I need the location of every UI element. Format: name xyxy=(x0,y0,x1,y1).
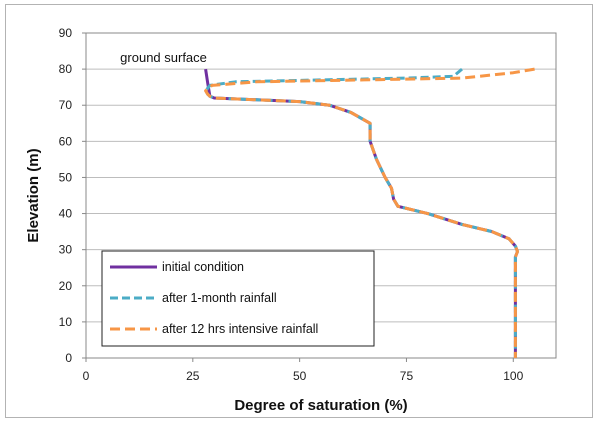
y-tick-label: 20 xyxy=(59,279,73,293)
series-line-2 xyxy=(204,67,535,358)
x-axis-title: Degree of saturation (%) xyxy=(234,397,407,414)
series-line-1 xyxy=(204,67,519,358)
x-tick-label: 50 xyxy=(293,369,307,383)
y-tick-label: 40 xyxy=(59,207,73,221)
legend: initial condition after 1-month rainfall a… xyxy=(101,250,375,347)
x-tick-label: 0 xyxy=(83,369,90,383)
y-axis-ticks: 0 10 20 30 40 50 60 70 80 90 xyxy=(59,26,86,365)
x-tick-label: 75 xyxy=(400,369,414,383)
x-tick-label: 100 xyxy=(503,369,523,383)
series-lines xyxy=(204,67,535,358)
legend-label-1: after 1-month rainfall xyxy=(162,291,277,305)
y-tick-label: 50 xyxy=(59,170,73,184)
y-tick-label: 0 xyxy=(65,351,72,365)
chart-frame xyxy=(5,4,593,418)
legend-label-0: initial condition xyxy=(162,260,244,274)
y-tick-label: 30 xyxy=(59,243,73,257)
y-tick-label: 60 xyxy=(59,134,73,148)
y-tick-label: 70 xyxy=(59,98,73,112)
y-tick-label: 80 xyxy=(59,62,73,76)
plot-area xyxy=(85,32,557,359)
y-tick-label: 10 xyxy=(59,315,73,329)
legend-label-2: after 12 hrs intensive rainfall xyxy=(162,322,318,336)
y-tick-label: 90 xyxy=(59,26,73,40)
ground-surface-annotation: ground surface xyxy=(120,50,207,65)
x-axis-ticks: 0 25 50 75 100 xyxy=(83,358,524,383)
x-tick-label: 25 xyxy=(186,369,200,383)
y-axis-title: Elevation (m) xyxy=(25,148,42,242)
